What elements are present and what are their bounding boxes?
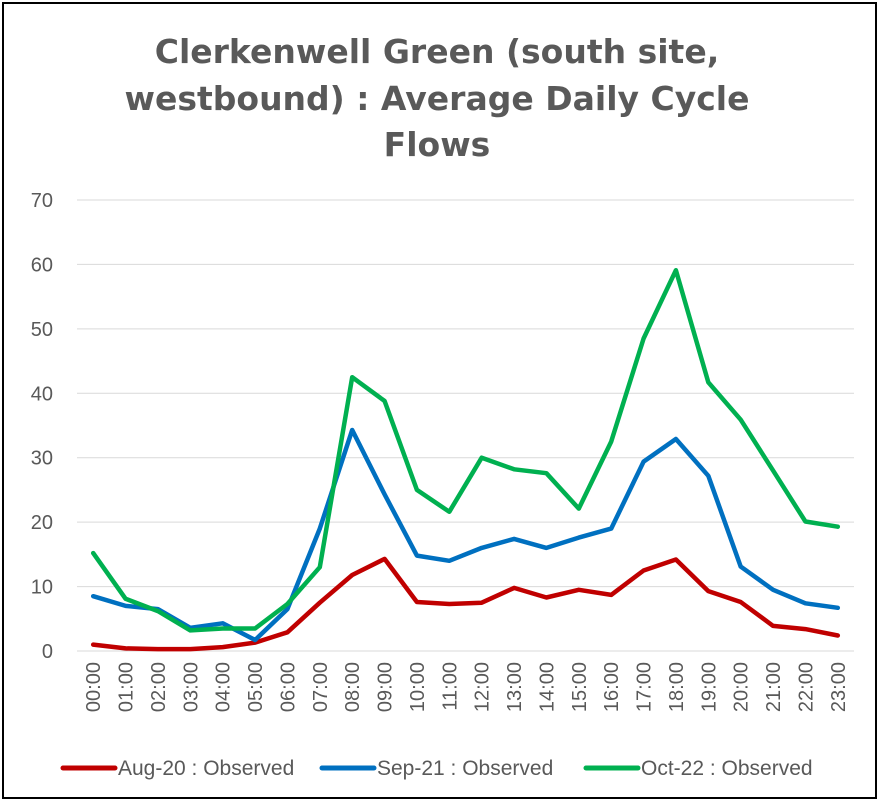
x-tick-label: 23:00 xyxy=(828,662,850,712)
gridlines xyxy=(77,199,854,652)
x-tick-label: 10:00 xyxy=(407,662,429,712)
legend-label-2: Sep-21 : Observed xyxy=(377,757,553,780)
x-tick-label: 17:00 xyxy=(634,662,656,712)
x-tick-label: 12:00 xyxy=(472,662,494,712)
x-tick-label: 22:00 xyxy=(795,662,817,712)
x-tick-label: 14:00 xyxy=(536,662,558,712)
y-tick-label: 0 xyxy=(42,641,53,663)
chart-title: Clerkenwell Green (south site, westbound… xyxy=(124,32,749,164)
x-tick-label: 00:00 xyxy=(83,662,105,712)
x-tick-label: 19:00 xyxy=(698,662,720,712)
x-tick-label: 04:00 xyxy=(213,662,235,712)
x-tick-label: 01:00 xyxy=(116,662,138,712)
chart-title-line-2: westbound) : Average Daily Cycle xyxy=(124,79,749,118)
x-tick-label: 05:00 xyxy=(245,662,267,712)
x-axis-ticks: 00:00 01:00 02:00 03:00 04:00 05:00 06:00 07:00… xyxy=(83,662,850,712)
y-tick-label: 70 xyxy=(31,190,53,212)
x-tick-label: 20:00 xyxy=(731,662,753,712)
x-tick-label: 06:00 xyxy=(277,662,299,712)
series-lines xyxy=(90,267,841,652)
y-tick-label: 30 xyxy=(31,448,53,470)
legend-label-1: Aug-20 : Observed xyxy=(118,757,294,780)
series-line-2 xyxy=(90,427,841,643)
x-tick-label: 11:00 xyxy=(439,662,461,711)
x-tick-label: 02:00 xyxy=(148,662,170,712)
legend-label-3: Oct-22 : Observed xyxy=(641,757,813,780)
x-tick-label: 08:00 xyxy=(342,662,364,712)
x-tick-label: 03:00 xyxy=(180,662,202,712)
series-line-3 xyxy=(90,267,841,633)
x-tick-label: 18:00 xyxy=(666,662,688,712)
series-line-1 xyxy=(90,556,841,652)
y-axis-ticks: 0 10 20 30 40 50 60 70 xyxy=(31,190,53,663)
chart-title-line-3: Flows xyxy=(384,125,491,164)
y-tick-label: 60 xyxy=(31,254,53,276)
legend: Aug-20 : Observed Sep-21 : Observed Oct-22… xyxy=(60,757,813,780)
x-tick-label: 16:00 xyxy=(601,662,623,712)
x-tick-label: 13:00 xyxy=(504,662,526,712)
y-tick-label: 40 xyxy=(31,383,53,405)
chart-title-line-1: Clerkenwell Green (south site, xyxy=(155,32,720,71)
chart-svg: Clerkenwell Green (south site, westbound… xyxy=(31,32,854,780)
x-tick-label: 07:00 xyxy=(310,662,332,712)
y-tick-label: 50 xyxy=(31,319,53,341)
y-tick-label: 10 xyxy=(31,577,53,599)
x-tick-label: 09:00 xyxy=(375,662,397,712)
x-tick-label: 15:00 xyxy=(569,662,591,712)
y-tick-label: 20 xyxy=(31,512,53,534)
x-tick-label: 21:00 xyxy=(763,662,785,712)
